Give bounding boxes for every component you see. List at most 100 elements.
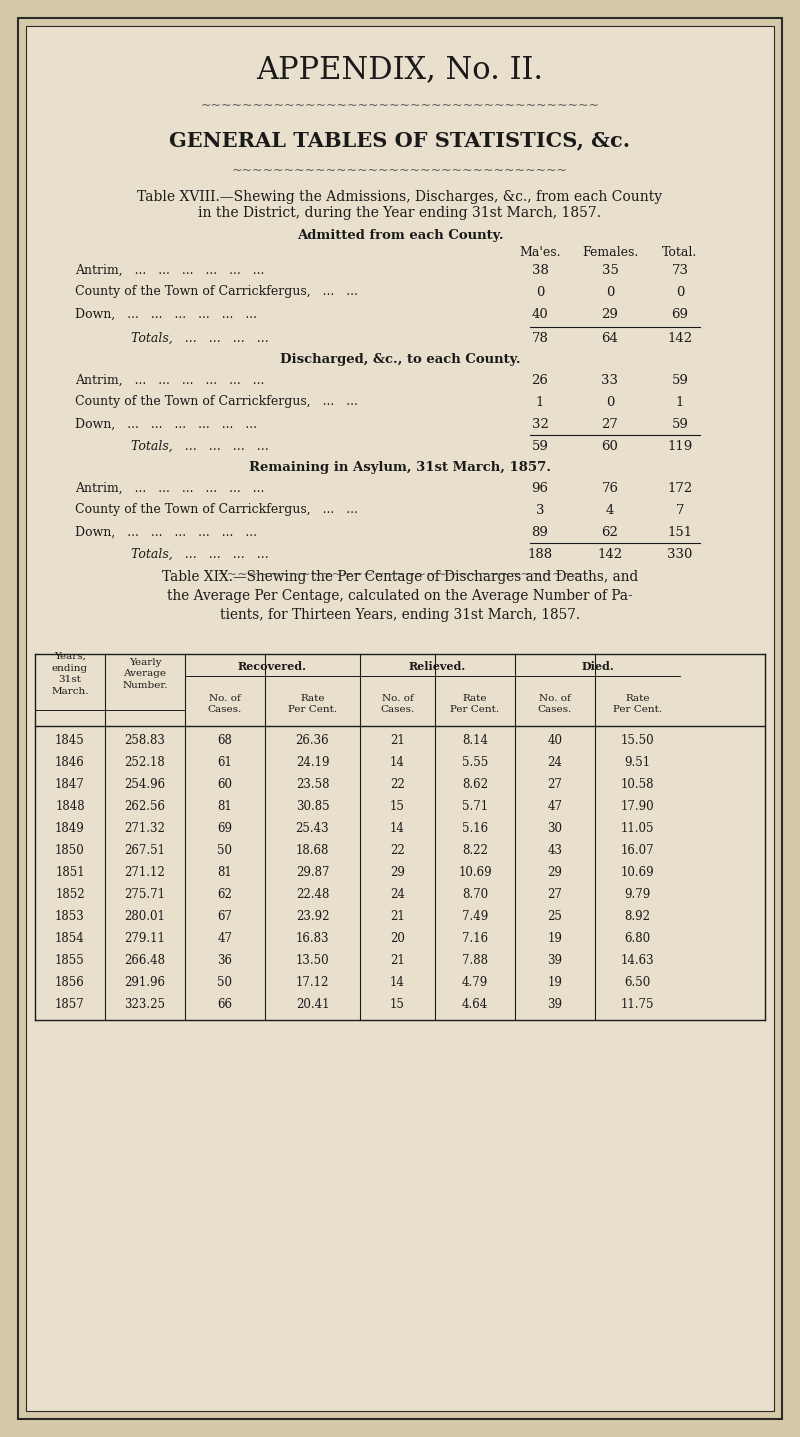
Text: No. of
Cases.: No. of Cases. — [208, 694, 242, 714]
Text: 62: 62 — [602, 526, 618, 539]
Text: 64: 64 — [602, 332, 618, 345]
Text: 30: 30 — [547, 822, 562, 835]
Text: 50: 50 — [218, 845, 233, 858]
Text: 40: 40 — [547, 734, 562, 747]
Text: 1856: 1856 — [55, 977, 85, 990]
Text: 3: 3 — [536, 503, 544, 516]
Text: 76: 76 — [602, 481, 618, 494]
Text: 26: 26 — [531, 374, 549, 387]
Text: Antrim,   ...   ...   ...   ...   ...   ...: Antrim, ... ... ... ... ... ... — [75, 481, 264, 494]
Text: 262.56: 262.56 — [125, 800, 166, 813]
Text: 60: 60 — [218, 779, 233, 792]
Text: 61: 61 — [218, 756, 233, 769]
Text: 1851: 1851 — [55, 867, 85, 879]
Text: 10.69: 10.69 — [621, 867, 654, 879]
Text: 279.11: 279.11 — [125, 933, 166, 946]
Text: 30.85: 30.85 — [296, 800, 330, 813]
Text: 24.19: 24.19 — [296, 756, 330, 769]
Text: 252.18: 252.18 — [125, 756, 166, 769]
Text: 35: 35 — [602, 263, 618, 276]
Text: Discharged, &c., to each County.: Discharged, &c., to each County. — [280, 354, 520, 366]
Text: Down,   ...   ...   ...   ...   ...   ...: Down, ... ... ... ... ... ... — [75, 308, 257, 320]
Text: 33: 33 — [602, 374, 618, 387]
Text: 38: 38 — [531, 263, 549, 276]
Text: Total.: Total. — [662, 246, 698, 259]
Text: 24: 24 — [547, 756, 562, 769]
Text: ~~~~~~~~~~~~~~~~~~~~~~~~~~~~~~~~: ~~~~~~~~~~~~~~~~~~~~~~~~~~~~~~~~ — [232, 164, 568, 177]
Text: 20: 20 — [390, 933, 405, 946]
Text: 142: 142 — [667, 332, 693, 345]
Text: Totals,   ...   ...   ...   ...: Totals, ... ... ... ... — [131, 332, 269, 345]
Text: 23.58: 23.58 — [296, 779, 330, 792]
Text: 59: 59 — [531, 440, 549, 453]
Text: 21: 21 — [390, 911, 405, 924]
Text: 21: 21 — [390, 954, 405, 967]
Text: 13.50: 13.50 — [296, 954, 330, 967]
Text: 16.83: 16.83 — [296, 933, 330, 946]
Text: 1845: 1845 — [55, 734, 85, 747]
Text: Totals,   ...   ...   ...   ...: Totals, ... ... ... ... — [131, 547, 269, 560]
Text: 1853: 1853 — [55, 911, 85, 924]
Text: Relieved.: Relieved. — [409, 661, 466, 671]
Text: 25.43: 25.43 — [296, 822, 330, 835]
Text: 19: 19 — [547, 933, 562, 946]
Text: 1854: 1854 — [55, 933, 85, 946]
Text: 271.32: 271.32 — [125, 822, 166, 835]
Text: 7.49: 7.49 — [462, 911, 488, 924]
Text: Totals,   ...   ...   ...   ...: Totals, ... ... ... ... — [131, 440, 269, 453]
Text: 1847: 1847 — [55, 779, 85, 792]
Text: Years,
ending
31st
March.: Years, ending 31st March. — [51, 652, 89, 696]
Text: 330: 330 — [667, 547, 693, 560]
Text: 69: 69 — [218, 822, 233, 835]
Text: Table XVIII.—Shewing the Admissions, Discharges, &c., from each County
in the Di: Table XVIII.—Shewing the Admissions, Dis… — [138, 190, 662, 220]
Text: 9.51: 9.51 — [625, 756, 650, 769]
Text: 0: 0 — [606, 286, 614, 299]
Text: 5.71: 5.71 — [462, 800, 488, 813]
Text: 6.80: 6.80 — [625, 933, 650, 946]
Text: 66: 66 — [218, 999, 233, 1012]
Text: 22: 22 — [390, 779, 405, 792]
Text: 18.68: 18.68 — [296, 845, 329, 858]
Text: 271.12: 271.12 — [125, 867, 166, 879]
Text: No. of
Cases.: No. of Cases. — [380, 694, 414, 714]
Text: Died.: Died. — [581, 661, 614, 671]
Text: 11.75: 11.75 — [621, 999, 654, 1012]
Text: 119: 119 — [667, 440, 693, 453]
Text: 14: 14 — [390, 822, 405, 835]
Text: 17.90: 17.90 — [621, 800, 654, 813]
Text: Rate
Per Cent.: Rate Per Cent. — [613, 694, 662, 714]
Text: 9.79: 9.79 — [624, 888, 650, 901]
Text: 1849: 1849 — [55, 822, 85, 835]
Text: 39: 39 — [547, 999, 562, 1012]
Text: 60: 60 — [602, 440, 618, 453]
Text: 25: 25 — [547, 911, 562, 924]
Text: 1846: 1846 — [55, 756, 85, 769]
Text: 39: 39 — [547, 954, 562, 967]
Text: 50: 50 — [218, 977, 233, 990]
Text: No. of
Cases.: No. of Cases. — [538, 694, 572, 714]
Text: County of the Town of Carrickfergus,   ...   ...: County of the Town of Carrickfergus, ...… — [75, 503, 358, 516]
Text: 32: 32 — [531, 418, 549, 431]
Text: County of the Town of Carrickfergus,   ...   ...: County of the Town of Carrickfergus, ...… — [75, 286, 358, 299]
Text: 29: 29 — [547, 867, 562, 879]
Text: 81: 81 — [218, 800, 232, 813]
Text: 47: 47 — [547, 800, 562, 813]
Text: 27: 27 — [547, 779, 562, 792]
Text: ~~~~~~~~~~~~~~~~~~~~~~~~~~~~~~~~~~~: ~~~~~~~~~~~~~~~~~~~~~~~~~~~~~~~~~~~ — [216, 568, 584, 581]
Text: 7.16: 7.16 — [462, 933, 488, 946]
Text: 4.64: 4.64 — [462, 999, 488, 1012]
Text: County of the Town of Carrickfergus,   ...   ...: County of the Town of Carrickfergus, ...… — [75, 395, 358, 408]
Text: ~~~~~~~~~~~~~~~~~~~~~~~~~~~~~~~~~~~~~~: ~~~~~~~~~~~~~~~~~~~~~~~~~~~~~~~~~~~~~~ — [201, 99, 599, 112]
Text: 8.92: 8.92 — [625, 911, 650, 924]
Text: 43: 43 — [547, 845, 562, 858]
Text: 22: 22 — [390, 845, 405, 858]
Text: 14.63: 14.63 — [621, 954, 654, 967]
Text: 15: 15 — [390, 999, 405, 1012]
Text: 266.48: 266.48 — [125, 954, 166, 967]
Text: 68: 68 — [218, 734, 233, 747]
Text: 22.48: 22.48 — [296, 888, 329, 901]
Text: 7: 7 — [676, 503, 684, 516]
Text: 17.12: 17.12 — [296, 977, 329, 990]
Text: 1: 1 — [536, 395, 544, 408]
Text: 8.70: 8.70 — [462, 888, 488, 901]
